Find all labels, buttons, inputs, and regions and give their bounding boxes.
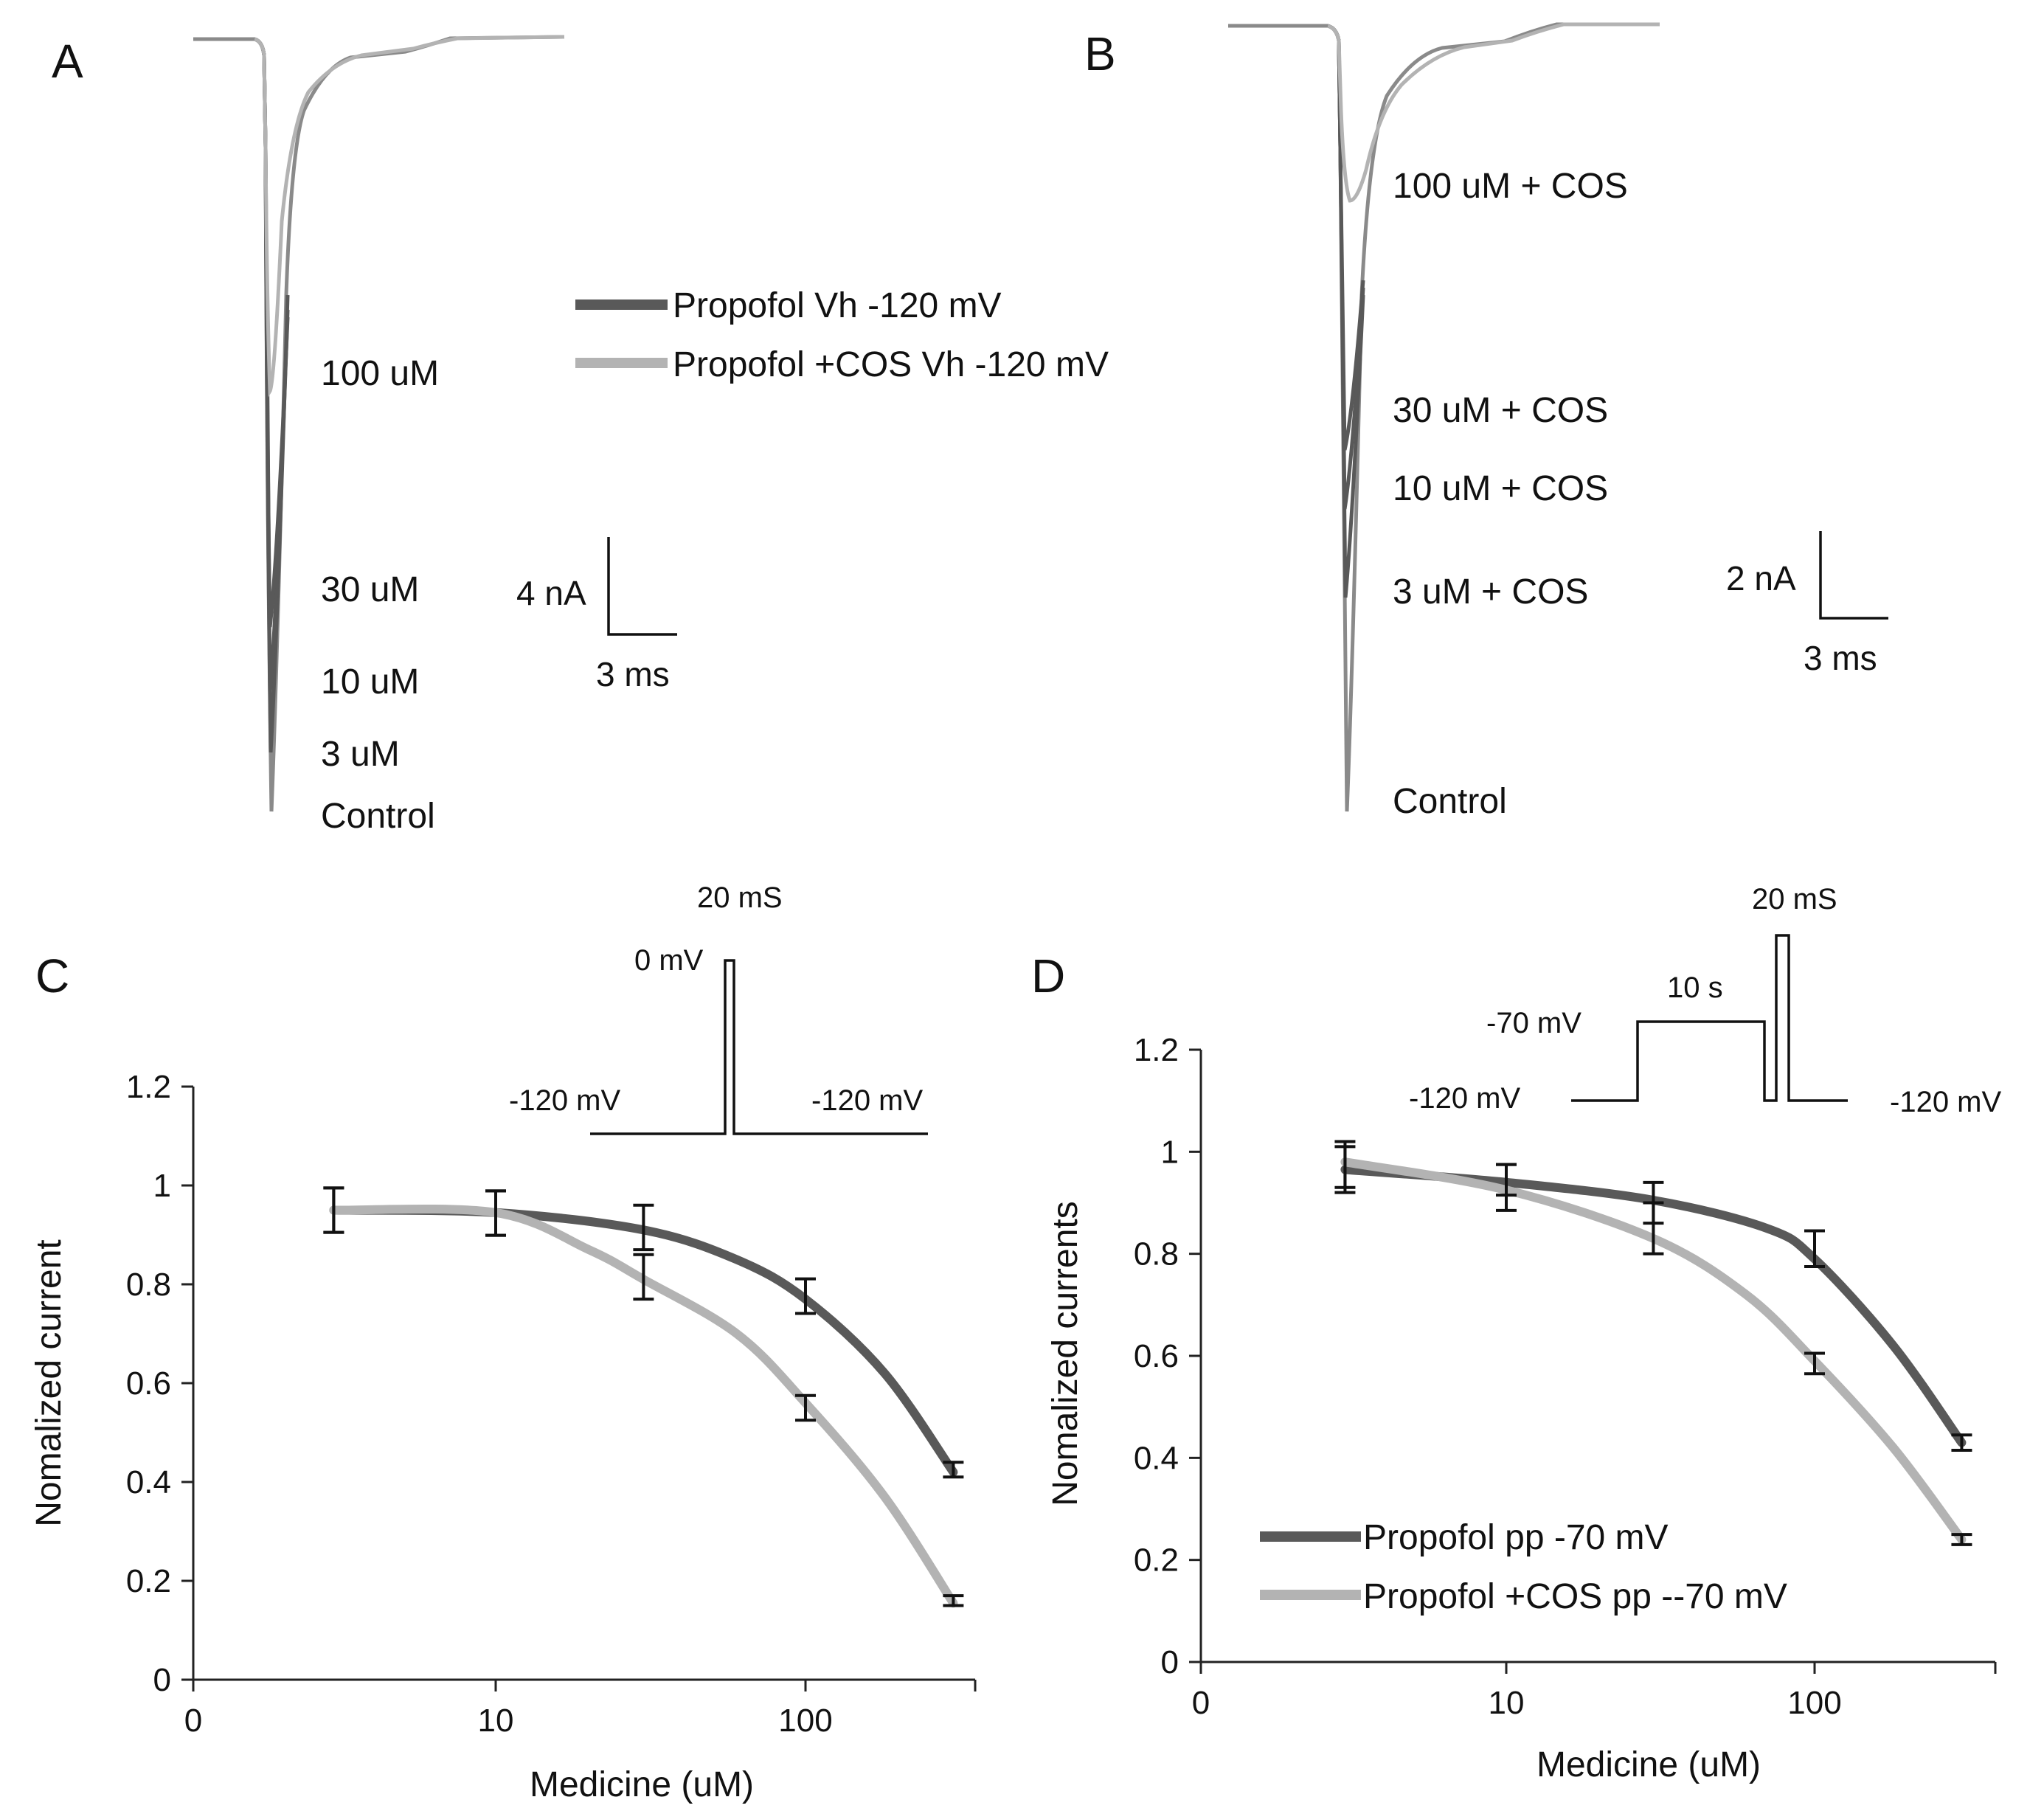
chart-c-ytick-label-5: 1 [153, 1168, 171, 1204]
protocol-c-hold-left: -120 mV [509, 1084, 620, 1117]
chart-d-series [1334, 1140, 1972, 1546]
trace-label-a-10um: 10 uM [321, 662, 419, 702]
chart-d-series-line-0 [1340, 1165, 1967, 1447]
panel-c: C 20 mS 0 mV -120 mV -120 mV 00.20.40.60… [30, 882, 977, 1804]
chart-d-ytick-label-6: 1.2 [1134, 1032, 1179, 1068]
chart-c-errbar-s1-p4 [943, 1594, 964, 1607]
chart-d-y-ticks: 0 0.2 0.4 0.6 0.8 1 1.2 [1134, 1032, 1201, 1680]
trace-label-a-100um: 100 uM [321, 354, 439, 393]
protocol-d-line [1571, 934, 1848, 1102]
protocol-d-pre: -70 mV [1486, 1007, 1581, 1039]
scale-b-current: 2 nA [1726, 559, 1796, 598]
legend-d-label-dark: Propofol pp -70 mV [1363, 1518, 1669, 1557]
chart-c-y-title: Nomalized current [30, 1239, 69, 1526]
legend-a: Propofol Vh -120 mV Propofol +COS Vh -12… [575, 286, 1109, 384]
panel-b-letter: B [1084, 27, 1116, 80]
chart-c-errbar-s0-p3 [795, 1277, 816, 1315]
chart-d-errbar-s1-p3 [1804, 1351, 1825, 1376]
trace-a-100um [254, 35, 565, 398]
chart-d-xtick-label-0: 0 [1192, 1685, 1210, 1721]
chart-d-errbar-s1-p1 [1496, 1163, 1517, 1212]
chart-c-errbar-s1-p0 [323, 1186, 344, 1234]
chart-d-ytick-label-2: 0.4 [1134, 1440, 1179, 1476]
chart-c-ytick-label-4: 0.8 [126, 1267, 171, 1303]
scale-b-time: 3 ms [1804, 639, 1877, 677]
chart-c-errbar-s0-p2 [633, 1203, 654, 1252]
chart-d-series-line-1 [1340, 1157, 1967, 1544]
trace-a-30um [254, 37, 290, 628]
chart-d-errbar-s1-p0 [1334, 1145, 1356, 1194]
chart-c-ytick-label-6: 1.2 [126, 1069, 171, 1105]
chart-d-ytick-label-1: 0.2 [1134, 1542, 1179, 1579]
panel-d: D 20 mS -70 mV 10 s -120 mV -120 mV 0 0.2… [1031, 883, 2001, 1784]
chart-d-ytick-label-5: 1 [1161, 1134, 1179, 1170]
panel-b: B 100 uM + COS 30 uM + COS 10 uM + COS 3… [1084, 22, 1888, 821]
chart-c-errbar-s1-p2 [633, 1253, 654, 1301]
chart-c-xtick-label-0: 0 [184, 1703, 202, 1739]
chart-d-ytick-label-0: 0 [1161, 1644, 1179, 1680]
chart-c-x-title: Medicine (uM) [530, 1765, 754, 1804]
protocol-d-pre-dur: 10 s [1667, 972, 1723, 1004]
protocol-c-pulse: 20 mS [697, 882, 783, 914]
panel-d-letter: D [1031, 949, 1065, 1003]
chart-c-errbar-s1-p1 [485, 1189, 506, 1237]
protocol-d-pulse: 20 mS [1752, 883, 1837, 915]
chart-d-errbar-s0-p4 [1951, 1433, 1972, 1452]
chart-d-xtick-label-2: 100 [1787, 1685, 1841, 1721]
protocol-d-hold-left: -120 mV [1409, 1082, 1520, 1115]
legend-d-label-light: Propofol +COS pp --70 mV [1363, 1577, 1787, 1616]
trace-label-b-3um: 3 uM + COS [1393, 572, 1588, 612]
trace-label-a-30um: 30 uM [321, 570, 419, 609]
chart-c-ytick-label-1: 0.2 [126, 1563, 171, 1599]
chart-d-x-title: Medicine (uM) [1537, 1745, 1761, 1784]
panel-a: A 100 uM 30 uM 10 uM 3 uM Control 4 nA 3… [52, 35, 1109, 836]
trace-label-b-100um: 100 uM + COS [1393, 167, 1628, 206]
legend-a-label-light: Propofol +COS Vh -120 mV [673, 345, 1109, 384]
chart-c-y-ticks: 0 0.2 0.4 0.6 0.8 1 1.2 [126, 1069, 193, 1698]
trace-label-b-30um: 30 uM + COS [1393, 391, 1608, 430]
trace-b-100um [1327, 22, 1660, 203]
protocol-c-hold-right: -120 mV [811, 1084, 923, 1117]
chart-d-errbar-s1-p4 [1951, 1533, 1972, 1546]
chart-c-x-ticks: 0 10 100 [184, 1680, 977, 1739]
chart-c-xtick-label-2: 100 [778, 1703, 832, 1739]
chart-c-series [323, 1186, 964, 1608]
protocol-c-step: 0 mV [634, 944, 704, 977]
legend-a-label-dark: Propofol Vh -120 mV [673, 286, 1002, 325]
protocol-c: 20 mS 0 mV -120 mV -120 mV [509, 882, 928, 1135]
legend-d: Propofol pp -70 mV Propofol +COS pp --70… [1260, 1518, 1787, 1616]
panel-c-letter: C [35, 949, 69, 1003]
trace-label-b-10um: 10 uM + COS [1393, 469, 1608, 508]
chart-c-ytick-label-3: 0.6 [126, 1365, 171, 1402]
chart-d-x-ticks: 0 10 100 [1192, 1662, 1997, 1721]
protocol-d: 20 mS -70 mV 10 s -120 mV -120 mV [1409, 883, 2001, 1118]
chart-c-errbar-s1-p3 [795, 1393, 816, 1422]
chart-d-xtick-label-1: 10 [1489, 1685, 1525, 1721]
chart-d-errbar-s0-p3 [1804, 1229, 1825, 1268]
chart-d-y-title: Nomalized currents [1046, 1201, 1085, 1506]
trace-label-a-control: Control [321, 797, 435, 836]
chart-d-ytick-label-3: 0.6 [1134, 1338, 1179, 1374]
scale-bar-a [607, 537, 677, 636]
protocol-d-hold-right: -120 mV [1890, 1086, 2001, 1118]
chart-c-ytick-label-0: 0 [153, 1662, 171, 1698]
chart-c-xtick-label-1: 10 [478, 1703, 514, 1739]
chart-d-ytick-label-4: 0.8 [1134, 1236, 1179, 1272]
chart-c-ytick-label-2: 0.4 [126, 1464, 171, 1500]
scale-a-time: 3 ms [596, 655, 670, 693]
panel-a-letter: A [52, 35, 83, 88]
trace-label-b-control: Control [1393, 782, 1507, 821]
chart-c-errbar-s0-p4 [943, 1461, 964, 1479]
chart-d-errbar-s1-p2 [1643, 1201, 1664, 1256]
trace-label-a-3um: 3 uM [321, 735, 400, 774]
scale-bar-b [1819, 531, 1888, 620]
scale-a-current: 4 nA [516, 574, 586, 612]
protocol-c-line [590, 959, 928, 1135]
